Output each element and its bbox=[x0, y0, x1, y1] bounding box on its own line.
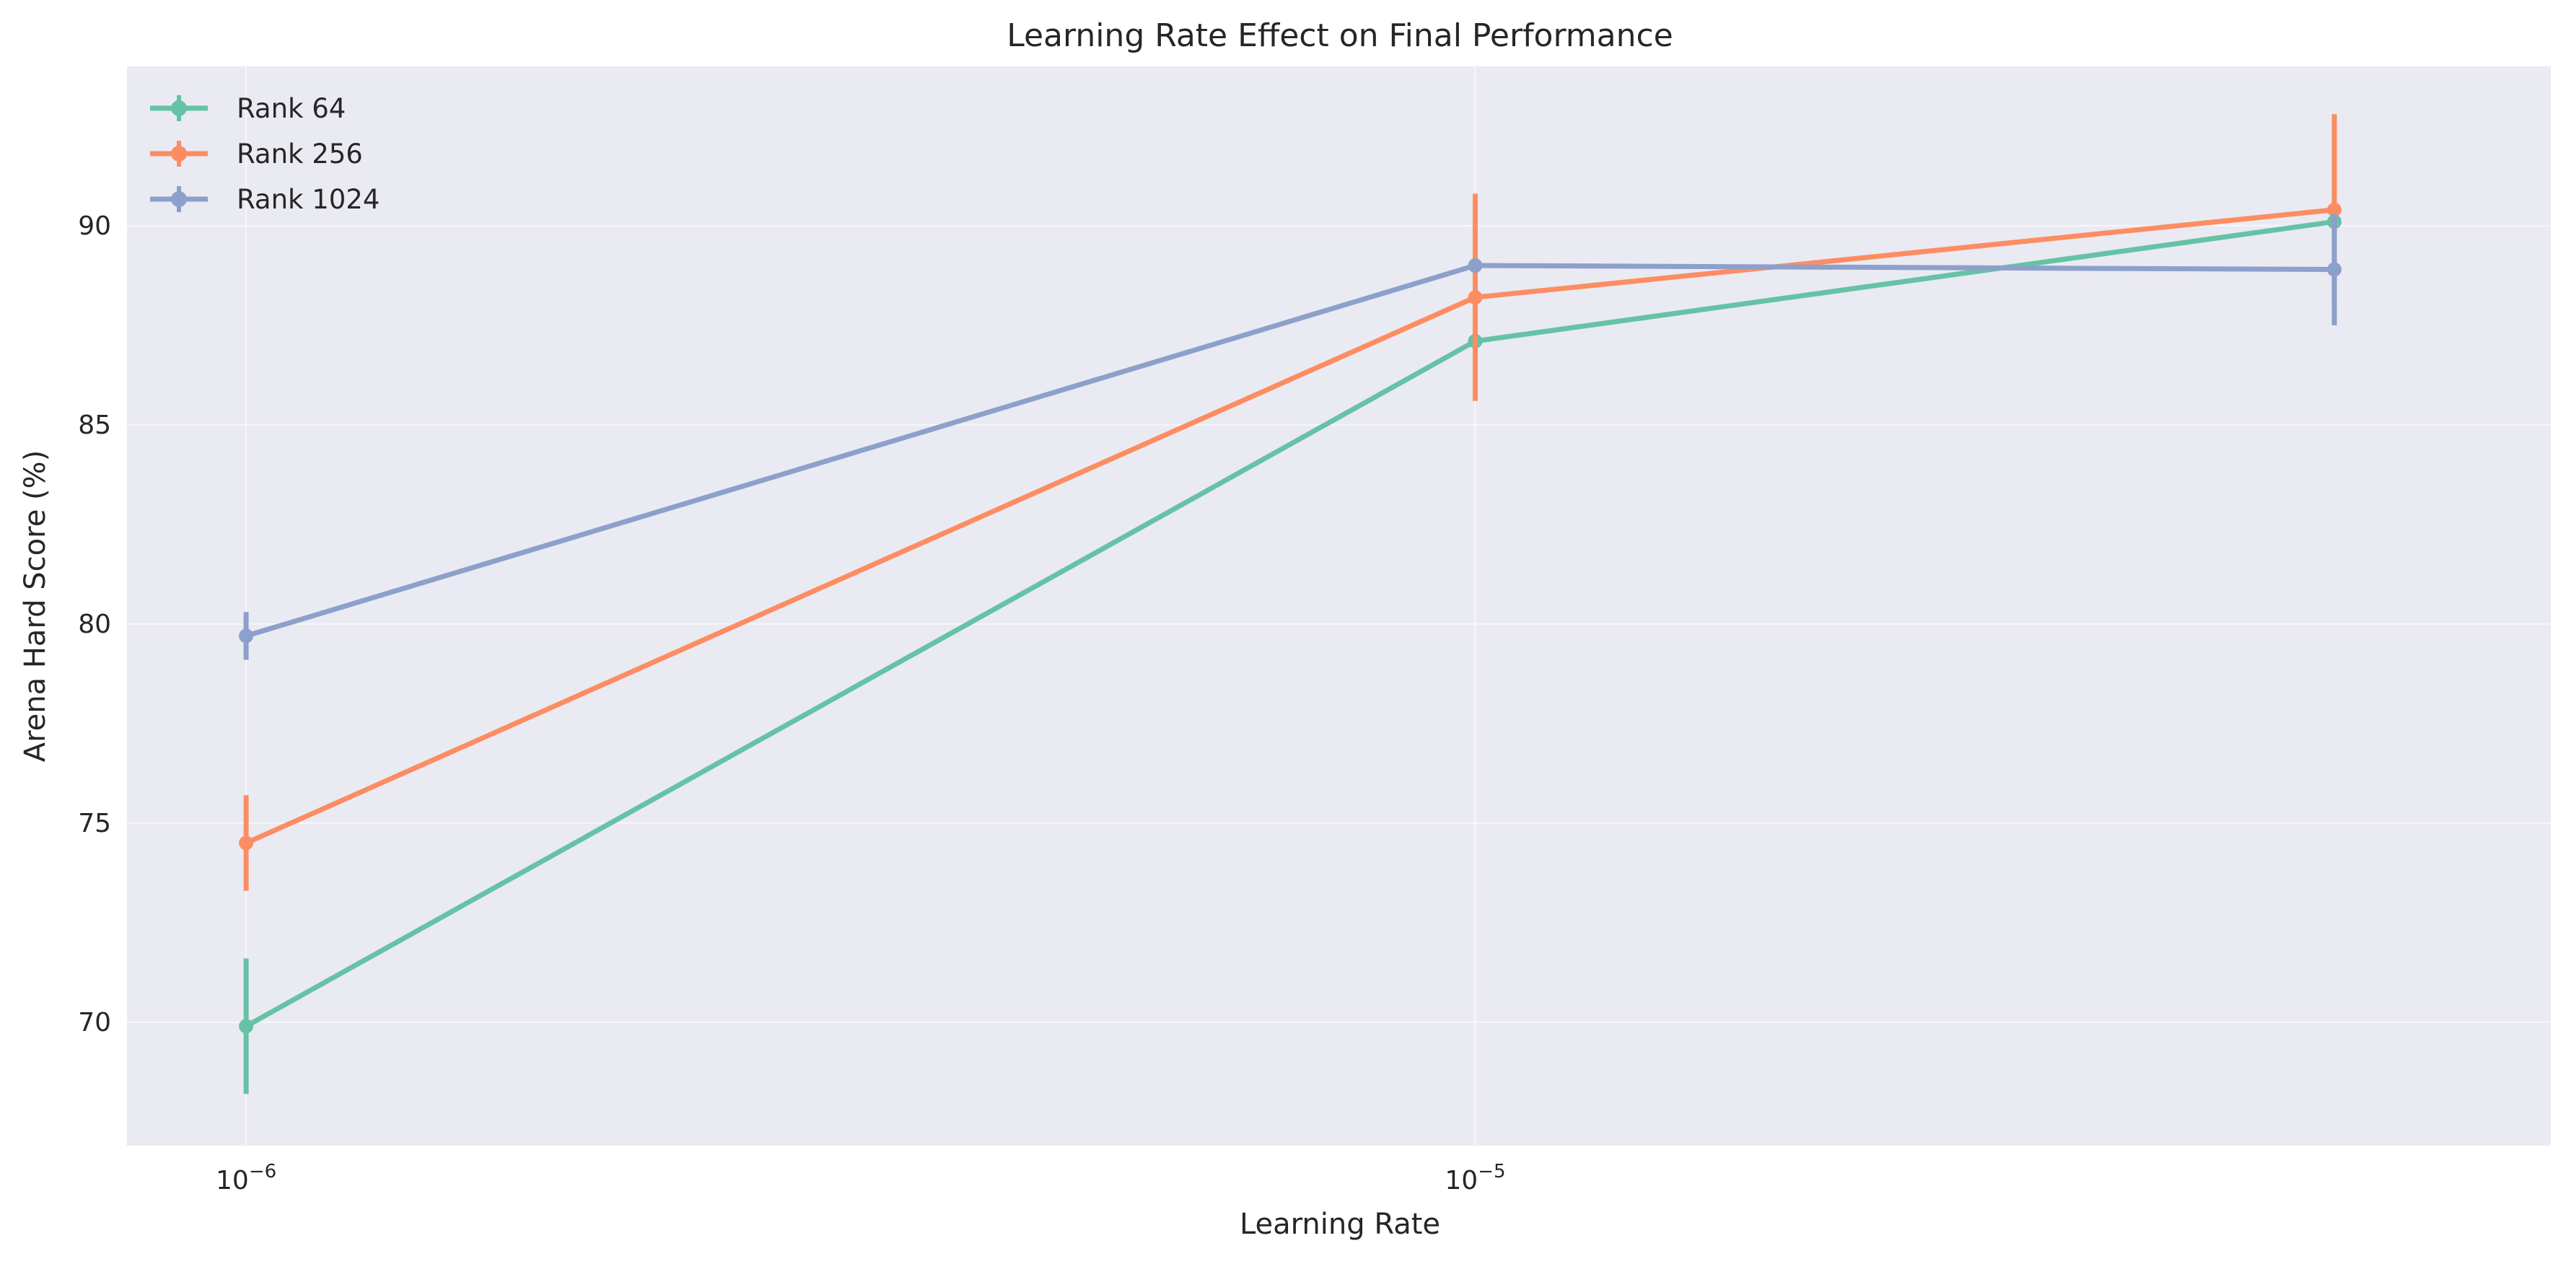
legend-item: Rank 256 bbox=[150, 139, 363, 170]
data-point bbox=[239, 835, 254, 851]
data-point bbox=[239, 1019, 254, 1034]
series-layer bbox=[239, 114, 2342, 1094]
y-tick-label: 70 bbox=[78, 1008, 111, 1037]
y-tick-label: 75 bbox=[78, 809, 111, 838]
ticks: 70 75 80 85 90 10−6 10−5 bbox=[78, 211, 1505, 1195]
data-point bbox=[239, 628, 254, 644]
y-tick-label: 85 bbox=[78, 411, 111, 440]
data-point bbox=[2327, 262, 2342, 277]
data-point bbox=[1468, 258, 1483, 273]
y-axis-label: Arena Hard Score (%) bbox=[19, 450, 52, 763]
chart-title: Learning Rate Effect on Final Performanc… bbox=[1007, 17, 1673, 54]
data-point bbox=[2327, 202, 2342, 217]
x-tick-label: 10−6 bbox=[216, 1161, 276, 1195]
series-2 bbox=[239, 214, 2342, 660]
plot-background bbox=[127, 66, 2551, 1146]
x-axis-label: Learning Rate bbox=[1240, 1208, 1440, 1241]
legend-label: Rank 1024 bbox=[237, 184, 380, 215]
legend-item: Rank 1024 bbox=[150, 184, 380, 215]
x-tick-label: 10−5 bbox=[1445, 1161, 1505, 1195]
y-tick-label: 90 bbox=[78, 211, 111, 241]
legend-label: Rank 256 bbox=[237, 139, 363, 170]
data-point bbox=[1468, 290, 1483, 305]
legend-marker bbox=[171, 191, 187, 207]
legend-marker bbox=[171, 146, 187, 162]
y-tick-label: 80 bbox=[78, 610, 111, 639]
legend: Rank 64 Rank 256 Rank 1024 bbox=[150, 93, 380, 215]
legend-marker bbox=[171, 100, 187, 116]
legend-item: Rank 64 bbox=[150, 93, 346, 124]
grid bbox=[127, 66, 2551, 1146]
legend-label: Rank 64 bbox=[237, 93, 346, 124]
